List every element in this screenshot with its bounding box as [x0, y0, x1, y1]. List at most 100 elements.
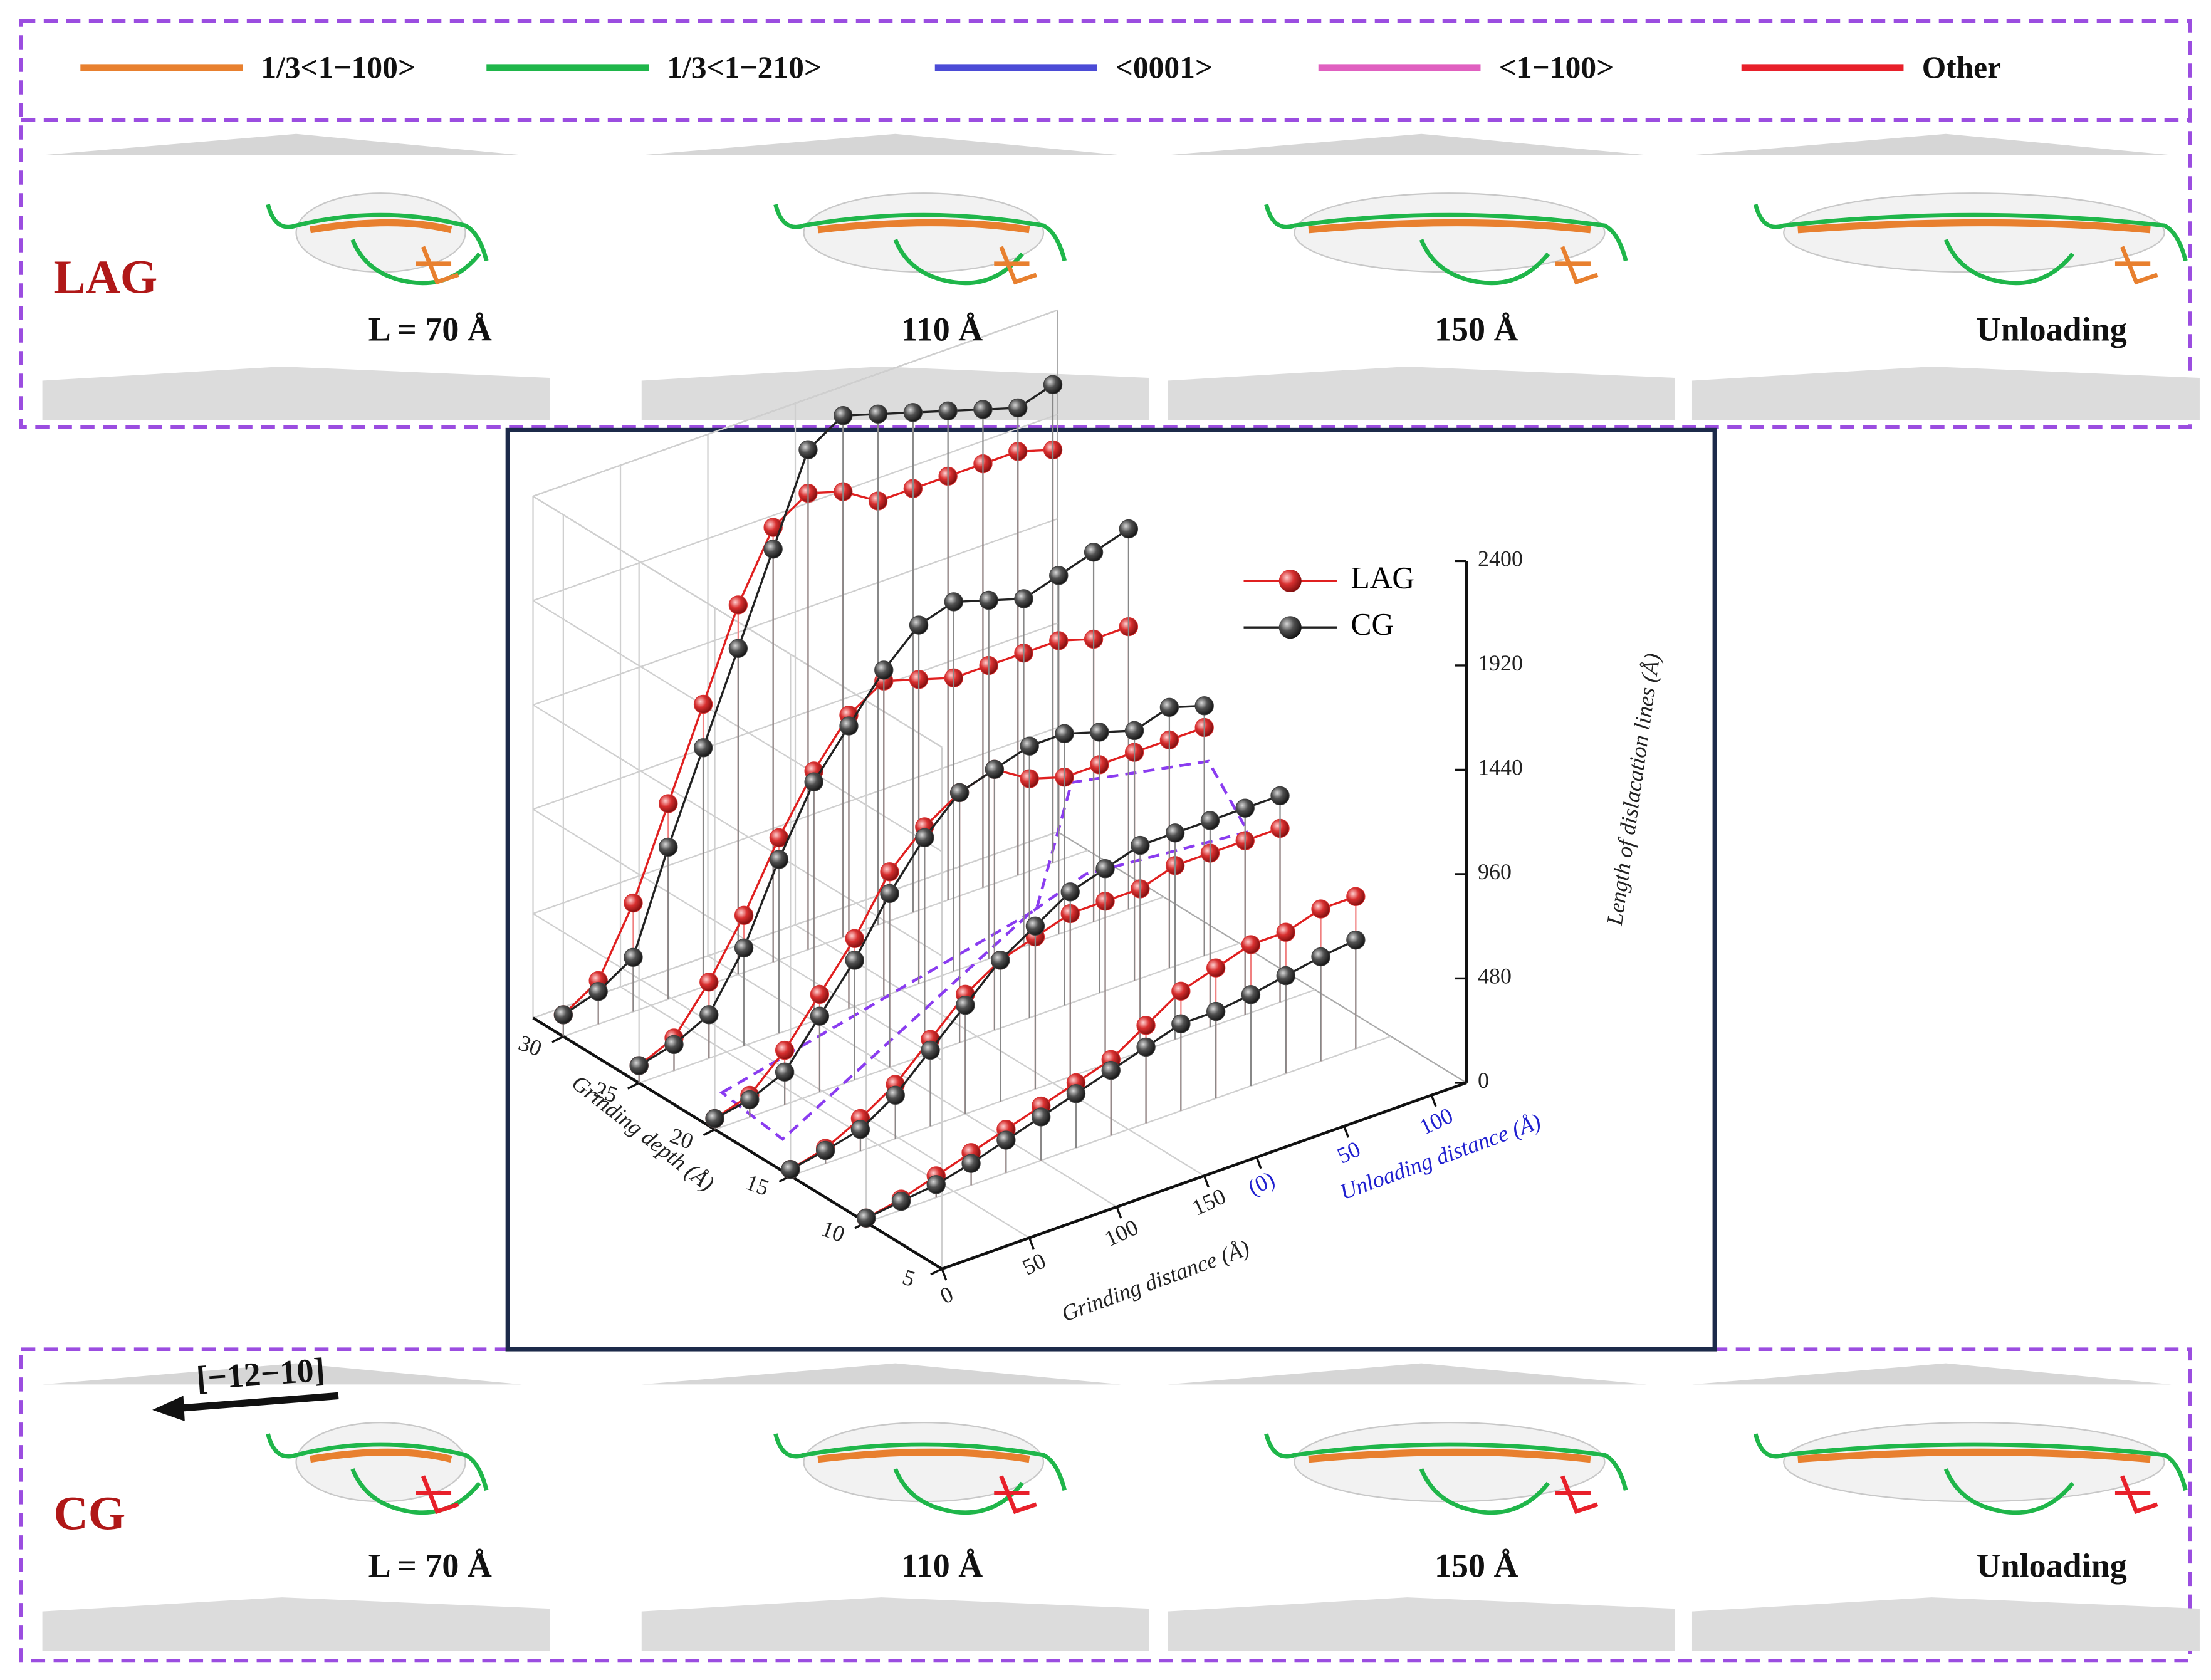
arrow-head [152, 1396, 185, 1421]
data-point [949, 783, 970, 803]
x-tick [1028, 1237, 1035, 1250]
data-point [915, 828, 934, 847]
x2-tick [1255, 1157, 1262, 1169]
caption: Unloading [1977, 1547, 2127, 1585]
defect-cloud [295, 192, 466, 273]
data-point [629, 1056, 649, 1075]
data-point [1095, 859, 1115, 879]
data-point [734, 905, 754, 925]
dislocation [773, 204, 1067, 262]
slab-bottom [641, 1597, 1149, 1651]
data-point [868, 404, 888, 424]
caption: 150 Å [1435, 1547, 1518, 1585]
data-point [705, 1109, 724, 1129]
data-point [839, 716, 859, 736]
legend-label: LAG [1351, 560, 1414, 595]
data-point [834, 406, 853, 425]
data-point [850, 1120, 870, 1139]
legend-label: <0001> [1116, 50, 1213, 85]
grid-line [790, 989, 1315, 1177]
data-point [880, 862, 899, 882]
slab-bottom [1691, 1597, 2200, 1651]
dislocation [893, 239, 1024, 286]
slab-bottom [1167, 1597, 1675, 1651]
data-point [1165, 823, 1185, 843]
dislocation [266, 1433, 489, 1491]
data-point [1206, 1001, 1226, 1021]
data-point [699, 1005, 719, 1025]
dislocation [1264, 1433, 1628, 1491]
direction-arrow [175, 1392, 339, 1412]
slab-bottom [1691, 366, 2200, 420]
data-point [553, 1005, 573, 1025]
x-tick [1116, 1206, 1122, 1219]
legend-label: 1/3<1−210> [667, 50, 822, 85]
data-point [1014, 589, 1033, 608]
data-point [1131, 835, 1150, 855]
dislocation [817, 219, 1030, 234]
grid-line [620, 986, 1030, 1239]
data-point [659, 794, 678, 813]
data-point [1084, 543, 1104, 562]
slab-bottom [1167, 366, 1675, 420]
data-point [699, 973, 719, 992]
data-point [1206, 958, 1226, 978]
slab-bottom [42, 1597, 550, 1651]
defect-cloud [1294, 1422, 1606, 1503]
row-label: CG [54, 1487, 126, 1540]
data-point [775, 1040, 795, 1060]
grid-line [639, 896, 1164, 1084]
snapshots [42, 133, 2200, 1651]
dislocation [350, 1468, 481, 1515]
legend-label: 1/3<1−100> [261, 50, 416, 85]
x2-tick [1430, 1095, 1437, 1107]
dislocation [1308, 219, 1591, 234]
axis-line [532, 1016, 943, 1270]
row-label: LAG [54, 251, 158, 304]
depth-tick [627, 1082, 640, 1090]
dislocation [2114, 246, 2158, 285]
data-point [961, 1154, 981, 1173]
z-tick-label: 1440 [1478, 755, 1523, 780]
z-tick-label: 480 [1478, 964, 1512, 989]
dislocation [1419, 239, 1550, 286]
caption: 110 Å [901, 1547, 983, 1585]
defect-cloud [1294, 192, 1606, 273]
slab-top [1167, 1363, 1647, 1385]
data-point [1119, 519, 1139, 539]
data-point [624, 893, 643, 913]
direction-label: [−12−10] [195, 1350, 326, 1397]
depth-tick [703, 1128, 716, 1136]
data-point [1311, 899, 1330, 919]
data-point [938, 401, 958, 421]
data-point [1136, 1016, 1156, 1035]
defect-cloud [295, 1422, 466, 1503]
data-point [763, 518, 783, 537]
dislocation [1943, 1468, 2075, 1515]
grid-line [707, 955, 1117, 1208]
grid-line [532, 912, 943, 1166]
z-tick-label: 1920 [1478, 650, 1523, 676]
legend-marker [1278, 569, 1302, 592]
caption: L = 70 Å [368, 1547, 492, 1585]
dislocation [1555, 1475, 1599, 1515]
data-point [956, 995, 975, 1015]
legend-label: Other [1922, 50, 2001, 85]
z-tick-label: 0 [1478, 1068, 1489, 1093]
dislocation [266, 204, 489, 262]
data-point [775, 1062, 795, 1082]
data-point [815, 1140, 835, 1161]
data-point [1020, 736, 1039, 756]
data-point [1136, 1037, 1156, 1057]
data-point [1008, 398, 1028, 418]
data-point [728, 639, 748, 659]
data-point [734, 938, 754, 957]
x-tick [1203, 1175, 1210, 1188]
dislocation [1753, 204, 2188, 262]
caption: 110 Å [901, 310, 983, 348]
data-point [798, 440, 818, 459]
slab-bottom [641, 366, 1149, 420]
dislocation [1797, 1448, 2151, 1463]
data-point [1241, 935, 1261, 954]
data-point [1200, 811, 1220, 830]
